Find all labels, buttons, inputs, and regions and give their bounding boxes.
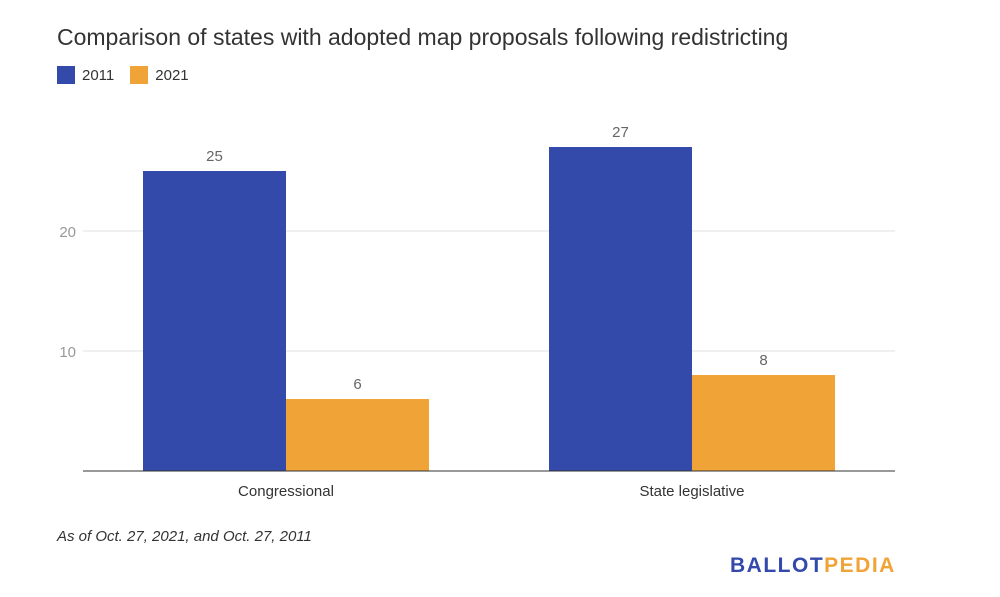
ballotpedia-logo: BALLOTPEDIA [730,554,896,578]
data-label-2011-1: 27 [612,124,629,141]
legend-label-2011: 2011 [82,66,115,84]
legend-swatch-2011 [57,66,75,84]
legend: 2011 2021 [57,66,205,84]
bar-2011-0 [143,171,286,471]
bar-2021-1 [692,375,835,471]
logo-part-2: PEDIA [824,554,896,577]
legend-item-2021: 2021 [130,66,189,84]
y-tick-label-10: 10 [59,344,76,361]
x-tick-label-1: State legislative [639,483,744,500]
data-label-2021-0: 6 [353,376,361,393]
legend-swatch-2021 [130,66,149,84]
data-label-2021-1: 8 [759,352,767,369]
bar-2011-1 [549,147,692,471]
data-label-2011-0: 25 [206,148,223,165]
logo-part-1: BALLOT [730,554,825,577]
legend-item-2011: 2011 [57,66,114,84]
chart-title: Comparison of states with adopted map pr… [57,24,789,50]
x-tick-label-0: Congressional [238,483,334,500]
y-tick-label-20: 20 [59,224,76,241]
bar-2021-0 [286,399,429,471]
footnote: As of Oct. 27, 2021, and Oct. 27, 2011 [57,528,312,545]
legend-label-2021: 2021 [155,66,189,84]
